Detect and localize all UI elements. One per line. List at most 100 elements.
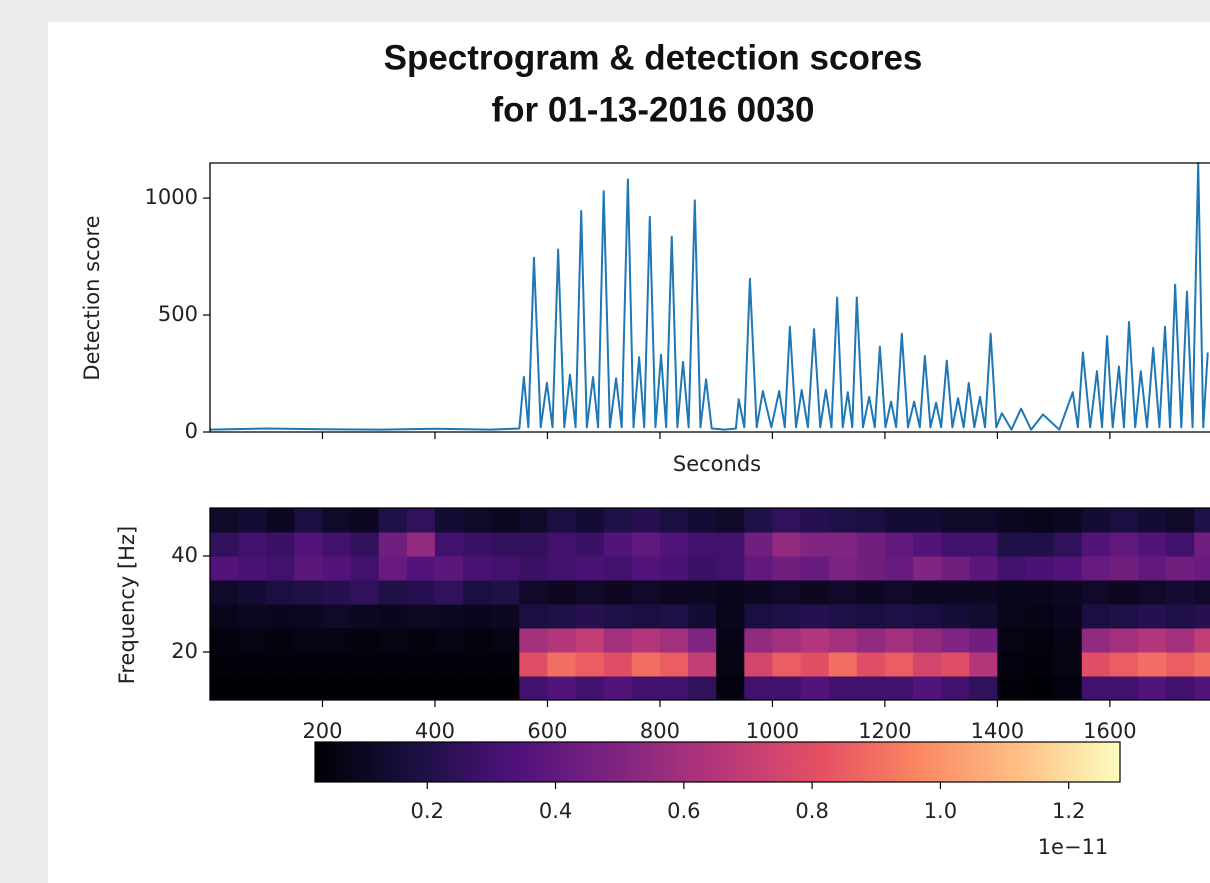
spectrogram-cell (800, 556, 830, 581)
spectrogram-cell (322, 556, 352, 581)
spectrogram-cell (210, 532, 239, 557)
spectrogram-cell (1109, 676, 1139, 701)
spectrogram-cell (941, 556, 970, 581)
x-tick-label: 800 (640, 719, 680, 743)
spectrogram-cell (322, 532, 352, 557)
spectrogram-cell (659, 580, 689, 605)
spectrogram-cell (1081, 532, 1111, 557)
spectrogram-cell (856, 628, 886, 653)
colorbar-tick-label: 0.8 (795, 799, 828, 823)
spectrogram-cell (856, 604, 886, 629)
spectrogram-cell (772, 628, 802, 653)
spectrogram-cell (744, 580, 773, 605)
spectrogram-cell (1053, 580, 1083, 605)
spectrogram-cell (997, 604, 1027, 629)
x-tick-label: 1600 (1083, 719, 1136, 743)
spectrogram-cell (631, 532, 661, 557)
spectrogram-cell (969, 652, 998, 677)
spectrogram-cell (744, 628, 773, 653)
spectrogram-cell (547, 676, 577, 701)
spectrogram-cell (1053, 676, 1083, 701)
spectrogram-cell (1194, 580, 1210, 605)
spectrogram-cell (1081, 604, 1111, 629)
spectrogram-cell (519, 604, 548, 629)
x-tick-label: 1400 (971, 719, 1024, 743)
spectrogram-cell (603, 556, 633, 581)
spectrogram-cell (238, 628, 267, 653)
spectrogram-cell (350, 556, 380, 581)
spectrogram-cell (463, 580, 492, 605)
spectrogram-cell (491, 604, 520, 629)
spectrogram-cell (828, 556, 858, 581)
y-axis-title: Frequency [Hz] (115, 526, 139, 684)
spectrogram-cell (772, 676, 802, 701)
spectrogram-cell (603, 652, 633, 677)
spectrogram-cell (491, 580, 520, 605)
spectrogram-cell (800, 652, 830, 677)
spectrogram-cell (744, 652, 773, 677)
spectrogram-cell (884, 676, 914, 701)
spectrogram-cell (1138, 580, 1167, 605)
spectrogram-cell (575, 556, 605, 581)
spectrogram-cell (716, 580, 745, 605)
spectrogram-cell (659, 652, 689, 677)
spectrogram-cell (322, 676, 352, 701)
spectrogram-cell (547, 508, 577, 533)
spectrogram-cell (828, 676, 858, 701)
colorbar-tick-label: 1.0 (924, 799, 957, 823)
spectrogram-cell (1025, 556, 1055, 581)
spectrogram-cell (294, 652, 323, 677)
spectrogram-cell (238, 508, 267, 533)
spectrogram-cell (1053, 532, 1083, 557)
spectrogram-cell (969, 508, 998, 533)
spectrogram-cell (322, 508, 352, 533)
spectrogram-cell (941, 508, 970, 533)
colorbar-tick-label: 0.6 (667, 799, 700, 823)
y-tick-label: 20 (171, 639, 198, 663)
spectrogram-cell (659, 628, 689, 653)
colorbar-tick-label: 1.2 (1052, 799, 1085, 823)
spectrogram-cell (434, 532, 464, 557)
spectrogram-cell (266, 532, 295, 557)
spectrogram-cell (603, 532, 633, 557)
spectrogram-cell (1194, 532, 1210, 557)
spectrogram-cell (1053, 628, 1083, 653)
spectrogram-cell (800, 580, 830, 605)
spectrogram-cell (378, 532, 408, 557)
spectrogram-cell (519, 628, 548, 653)
spectrogram-cell (519, 580, 548, 605)
spectrogram-cell (406, 580, 436, 605)
spectrogram-cell (772, 532, 802, 557)
spectrogram-cell (603, 508, 633, 533)
spectrogram-cell (238, 580, 267, 605)
spectrogram-cell (266, 604, 295, 629)
spectrogram-cell (434, 580, 464, 605)
spectrogram-cell (463, 556, 492, 581)
axes-frame (209, 507, 1210, 701)
spectrogram-cell (1109, 628, 1139, 653)
spectrogram-cell (434, 628, 464, 653)
spectrogram-cell (575, 508, 605, 533)
spectrogram-cell (210, 652, 239, 677)
spectrogram-cell (1109, 604, 1139, 629)
spectrogram-cell (491, 652, 520, 677)
spectrogram-cell (997, 580, 1027, 605)
spectrogram-cell (884, 556, 914, 581)
spectrogram-cell (969, 628, 998, 653)
spectrogram-cell (294, 508, 323, 533)
spectrogram-cell (294, 580, 323, 605)
spectrogram-cell (406, 652, 436, 677)
spectrogram-cell (378, 652, 408, 677)
spectrogram-cell (1166, 532, 1195, 557)
spectrogram-cell (884, 580, 914, 605)
spectrogram-cell (378, 604, 408, 629)
spectrogram-cell (294, 628, 323, 653)
spectrogram-cell (1166, 508, 1195, 533)
spectrogram-cell (1081, 580, 1111, 605)
spectrogram-cell (1166, 628, 1195, 653)
y-tick-label: 1000 (145, 185, 198, 209)
spectrogram-cell (238, 652, 267, 677)
spectrogram-cell (941, 604, 970, 629)
spectrogram-cell (519, 508, 548, 533)
spectrogram-cell (913, 508, 942, 533)
